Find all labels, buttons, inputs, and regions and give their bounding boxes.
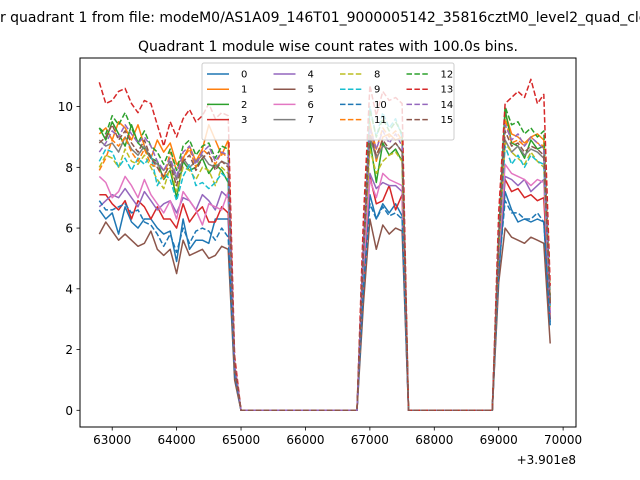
legend-label-9: 9 — [374, 85, 380, 96]
legend-label-6: 6 — [308, 100, 314, 111]
x-tick-label: 68000 — [415, 433, 453, 447]
series-line-15 — [98, 124, 551, 412]
legend-label-4: 4 — [308, 70, 314, 81]
x-axis: 63000 64000 65000 66000 67000 68000 69000 70000 — [93, 427, 582, 447]
x-tick-label: 67000 — [351, 433, 389, 447]
y-tick-label: 6 — [65, 222, 73, 236]
series-line-10 — [98, 199, 551, 412]
legend-label-14: 14 — [441, 100, 454, 111]
legend-label-1: 1 — [241, 85, 247, 96]
legend-label-15: 15 — [441, 115, 454, 126]
x-axis-offset-label: +3.901e8 — [517, 453, 576, 467]
figure-suptitle: Plots for quadrant 1 from file: modeM0/A… — [0, 10, 640, 26]
y-tick-label: 0 — [65, 404, 73, 418]
plot-area: 63000 64000 65000 66000 67000 68000 69000 70000… — [58, 57, 582, 467]
legend-label-5: 5 — [308, 85, 314, 96]
legend-label-2: 2 — [241, 100, 247, 111]
legend-label-7: 7 — [308, 115, 314, 126]
legend-box — [201, 62, 455, 141]
legend-label-11: 11 — [374, 115, 387, 126]
y-tick-label: 2 — [65, 343, 73, 357]
x-tick-label: 66000 — [286, 433, 324, 447]
axes-frame — [79, 57, 577, 428]
x-tick-label: 70000 — [544, 433, 582, 447]
legend-label-8: 8 — [374, 70, 380, 81]
legend-label-10: 10 — [374, 100, 387, 111]
x-tick-label: 65000 — [222, 433, 260, 447]
y-tick-label: 4 — [65, 282, 73, 296]
series-layer — [98, 78, 551, 412]
x-tick-label: 69000 — [480, 433, 518, 447]
y-axis: 0 2 4 6 8 10 — [58, 100, 80, 418]
legend-label-3: 3 — [241, 115, 247, 126]
x-tick-label: 64000 — [158, 433, 196, 447]
legend-label-12: 12 — [441, 70, 454, 81]
chart-title: Quadrant 1 module wise count rates with … — [138, 39, 518, 55]
legend-label-13: 13 — [441, 85, 454, 96]
legend-label-0: 0 — [241, 70, 247, 81]
y-tick-label: 10 — [58, 100, 73, 114]
x-tick-label: 63000 — [93, 433, 131, 447]
y-tick-label: 8 — [65, 161, 73, 175]
